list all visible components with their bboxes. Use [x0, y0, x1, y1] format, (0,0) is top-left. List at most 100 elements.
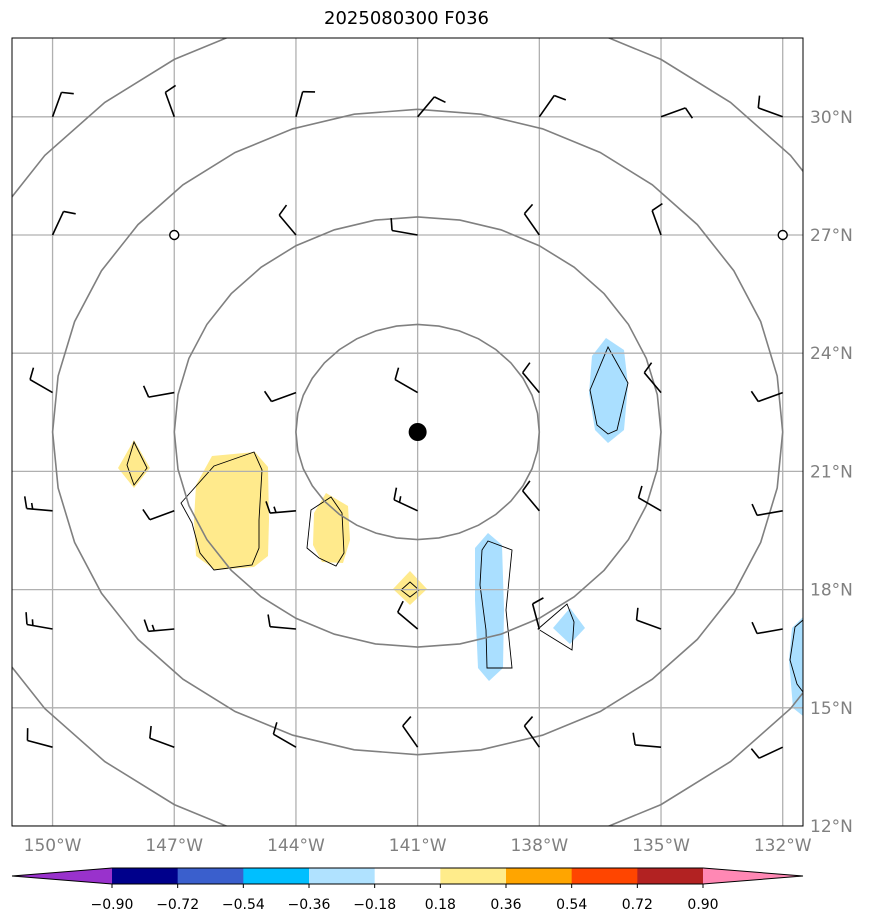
wind-barb	[164, 84, 177, 118]
wind-barb	[643, 362, 662, 394]
wind-barb	[637, 485, 662, 512]
colorbar-segment	[440, 868, 507, 884]
contour-line	[306, 496, 345, 567]
colorbar-tick-label: −0.36	[288, 897, 331, 913]
wind-barb	[660, 107, 694, 119]
wind-barb-layer	[23, 84, 788, 759]
wind-barb	[521, 480, 540, 512]
latitude-tick-label: 30°N	[810, 108, 853, 128]
graticule-layer	[12, 38, 803, 826]
longitude-tick-label: 150°W	[24, 836, 82, 856]
wind-barb	[393, 487, 418, 512]
latitude-tick-label: 21°N	[810, 462, 853, 482]
wind-barb	[521, 362, 540, 394]
colorbar-segment	[309, 868, 376, 884]
colorbar-segment	[243, 868, 310, 884]
range-ring	[51, 108, 784, 756]
positive-anomaly-area	[393, 571, 427, 605]
colorbar-segment	[112, 868, 179, 884]
colorbar-tick-label: −0.90	[91, 897, 134, 913]
longitude-tick-label: 135°W	[632, 836, 690, 856]
calm-wind-marker	[169, 229, 180, 241]
range-ring	[295, 323, 541, 541]
wind-barb	[278, 204, 297, 236]
longitude-tick-label: 147°W	[145, 836, 203, 856]
contour-line-layer	[126, 345, 803, 693]
latitude-labels: 12°N 15°N 18°N 21°N 24°N 27°N 30°N	[810, 108, 853, 837]
latitude-tick-label: 27°N	[810, 226, 853, 246]
wind-barb	[651, 202, 663, 236]
negative-anomaly-area	[475, 533, 504, 681]
colorbar-tick-label: 0.54	[556, 897, 587, 913]
wind-barb	[757, 95, 783, 118]
colorbar-tick-label: −0.18	[353, 897, 396, 913]
wind-barb	[390, 218, 418, 236]
wind-barb	[23, 496, 53, 512]
range-ring	[173, 216, 662, 648]
wind-barb	[149, 725, 175, 748]
colorbar-segment	[571, 868, 638, 884]
wind-barb	[265, 501, 297, 514]
wind-barb	[142, 508, 175, 521]
longitude-tick-label: 132°W	[754, 836, 812, 856]
contour-line	[589, 345, 629, 435]
wind-barb	[29, 367, 53, 394]
longitude-tick-label: 144°W	[267, 836, 325, 856]
contour-line	[479, 540, 513, 669]
latitude-tick-label: 12°N	[810, 817, 853, 837]
wind-barb	[402, 716, 419, 748]
positive-anomaly-area	[194, 452, 269, 570]
wind-barb	[394, 367, 419, 394]
wind-barb	[531, 597, 544, 630]
positive-anomaly-area	[118, 440, 150, 488]
wind-barb	[51, 210, 76, 236]
contour-line	[789, 619, 803, 693]
wind-barb	[397, 600, 419, 630]
wind-barb	[295, 90, 316, 118]
wind-barb	[26, 728, 53, 748]
negative-anomaly-area	[553, 608, 585, 644]
latitude-tick-label: 24°N	[810, 344, 853, 364]
wind-barb	[51, 91, 74, 118]
colorbar-extension-low	[12, 868, 112, 884]
longitude-tick-label: 138°W	[510, 836, 568, 856]
contour-line	[537, 603, 575, 651]
wind-barb	[632, 732, 662, 748]
colorbar-tick-label: 0.36	[490, 897, 521, 913]
map-title: 2025080300 F036	[324, 8, 489, 29]
wind-barb	[417, 96, 446, 118]
wind-barb	[142, 385, 175, 398]
wind-barb	[523, 203, 540, 236]
wind-barb	[635, 607, 662, 630]
wind-barb	[750, 746, 784, 759]
wind-barb	[25, 612, 53, 630]
wind-barb	[272, 722, 297, 748]
colorbar-tick-label: 0.72	[622, 897, 653, 913]
colorbar-segment	[637, 868, 704, 884]
wind-barb	[143, 619, 175, 633]
range-ring-layer	[12, 38, 803, 826]
wind-barb	[751, 503, 783, 517]
latitude-tick-label: 18°N	[810, 581, 853, 601]
wind-barb	[751, 621, 783, 635]
latitude-tick-label: 15°N	[810, 699, 853, 719]
wind-barb	[267, 614, 297, 630]
colorbar-tick-label: 0.90	[687, 897, 718, 913]
wind-barb	[263, 390, 297, 403]
colorbar-segment	[374, 868, 441, 884]
calm-wind-marker	[777, 229, 788, 241]
contour-line	[180, 451, 263, 571]
longitude-labels: 150°W 147°W 144°W 141°W 138°W 135°W 132°W	[24, 836, 812, 856]
colorbar-tick-label: −0.54	[222, 897, 265, 913]
colorbar-tick-label: −0.72	[156, 897, 199, 913]
colorbar-segment	[177, 868, 244, 884]
negative-anomaly-area	[589, 338, 628, 443]
storm-center-marker	[408, 423, 427, 441]
longitude-tick-label: 141°W	[389, 836, 447, 856]
wind-barb	[750, 390, 783, 403]
colorbar-extension-high	[703, 868, 803, 884]
contour-line	[126, 440, 148, 486]
anomaly-fill-layer	[118, 338, 803, 716]
colorbar-labels: −0.90 −0.72 −0.54 −0.36 −0.18 0.18 0.36 0.54 0.7…	[91, 884, 719, 913]
